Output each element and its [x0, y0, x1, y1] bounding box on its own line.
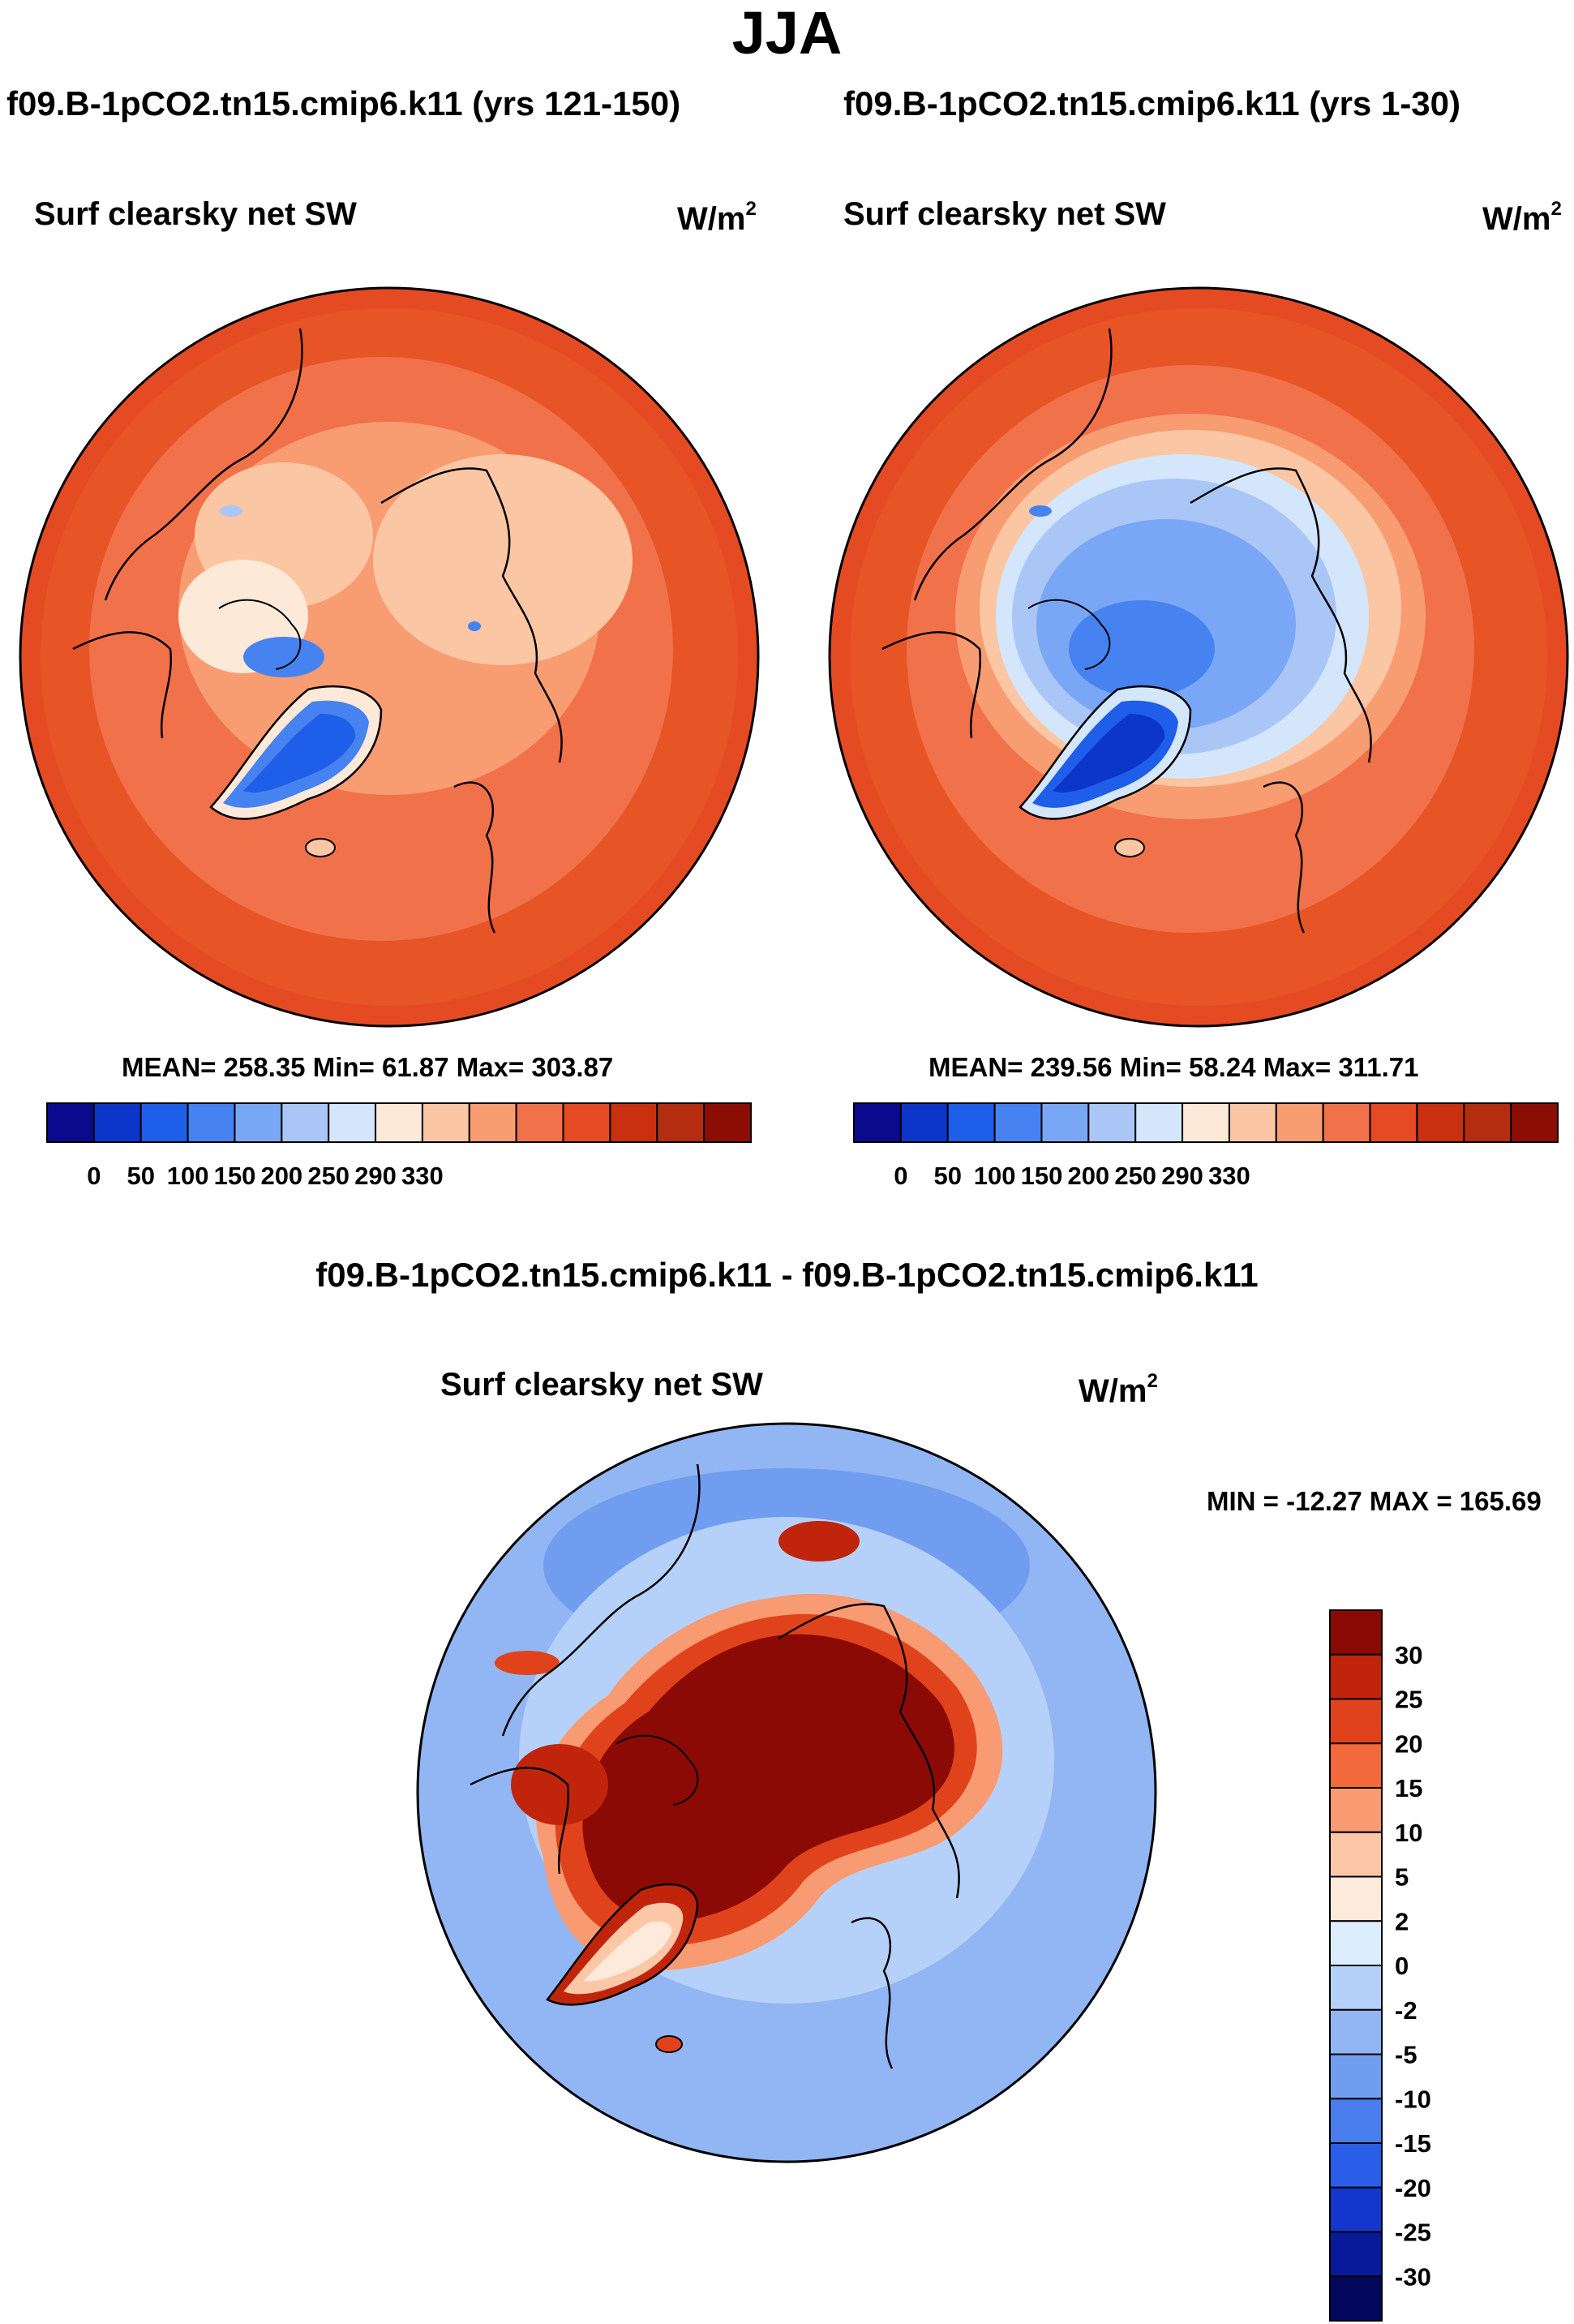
diff-colorbar-box	[1329, 1653, 1383, 1700]
right-colorbar-tick-label: 250	[1114, 1162, 1156, 1190]
right-colorbar-box	[1228, 1102, 1277, 1143]
left-colorbar-box	[468, 1102, 517, 1143]
right-colorbar-tick-label: 50	[933, 1162, 961, 1190]
right-colorbar-tick-label: 0	[894, 1162, 907, 1190]
right-colorbar-tick-label: 290	[1161, 1162, 1203, 1190]
right-colorbar-box	[1510, 1102, 1559, 1143]
right-colorbar-box	[853, 1102, 902, 1143]
diff-colorbar-box	[1329, 1965, 1383, 2011]
right-colorbar-box	[1275, 1102, 1324, 1143]
right-colorbar-box	[1040, 1102, 1090, 1143]
left-colorbar-box	[92, 1102, 142, 1143]
right-colorbar-tick-label: 100	[974, 1162, 1016, 1190]
left-colorbar-box	[515, 1102, 564, 1143]
diff-polar-map	[416, 1422, 1157, 2163]
left-stats: MEAN= 258.35 Min= 61.87 Max= 303.87	[122, 1052, 614, 1082]
left-colorbar-box	[139, 1102, 189, 1143]
left-colorbar-box	[375, 1102, 423, 1143]
diff-colorbar-tick-label: -5	[1395, 2041, 1417, 2069]
left-colorbar-box	[328, 1102, 377, 1143]
left-colorbar-box	[656, 1102, 706, 1143]
diff-colorbar-box	[1329, 2186, 1383, 2233]
diff-colorbar-box	[1329, 2008, 1383, 2056]
left-colorbar-box	[609, 1102, 658, 1143]
right-colorbar-tick-label: 200	[1067, 1162, 1109, 1190]
diff-colorbar-tick-label: 15	[1395, 1774, 1422, 1802]
left-colorbar-box	[46, 1102, 95, 1143]
figure-title: JJA	[731, 0, 843, 67]
diff-colorbar-tick-label: -30	[1395, 2262, 1431, 2291]
right-colorbar-box	[1463, 1102, 1512, 1143]
left-colorbar-box	[421, 1102, 470, 1143]
right-colorbar-box	[946, 1102, 996, 1143]
diff-colorbar-box	[1329, 1831, 1383, 1878]
diff-colorbar-box	[1329, 2053, 1383, 2100]
diff-colorbar-box	[1329, 1875, 1383, 1922]
diff-colorbar-box	[1329, 2275, 1383, 2322]
left-colorbar-tick-label: 290	[354, 1162, 397, 1190]
right-units-label: W/m2	[1482, 198, 1562, 237]
diff-units-label: W/m2	[1079, 1370, 1158, 1409]
diff-stats: MIN = -12.27 MAX = 165.69	[1207, 1486, 1542, 1516]
right-colorbar-box	[899, 1102, 949, 1143]
diff-colorbar-box	[1329, 2142, 1383, 2189]
right-colorbar-box	[1182, 1102, 1230, 1143]
left-colorbar-tick-label: 50	[127, 1162, 154, 1190]
diff-colorbar-tick-label: -20	[1395, 2174, 1431, 2202]
diff-variable-label: Surf clearsky net SW	[440, 1367, 763, 1403]
diff-colorbar-tick-label: 25	[1395, 1686, 1422, 1714]
diff-colorbar-tick-label: 2	[1395, 1907, 1409, 1935]
left-colorbar: 0 50 100 150 200 250 290 330	[46, 1102, 753, 1190]
left-colorbar-tick-label: 100	[167, 1162, 209, 1190]
left-units-label: W/m2	[677, 198, 757, 237]
left-colorbar-tick-label: 250	[307, 1162, 350, 1190]
left-case-title: f09.B-1pCO2.tn15.cmip6.k11 (yrs 121-150)	[6, 84, 681, 122]
diff-colorbar-tick-label: 30	[1395, 1641, 1422, 1669]
right-colorbar-box	[1322, 1102, 1371, 1143]
left-colorbar-box	[703, 1102, 753, 1143]
diff-colorbar-box	[1329, 2098, 1383, 2144]
right-polar-map	[828, 286, 1569, 1028]
diff-case-title: f09.B-1pCO2.tn15.cmip6.k11 - f09.B-1pCO2…	[315, 1256, 1259, 1294]
left-colorbar-tick-label: 330	[401, 1162, 444, 1190]
right-colorbar-box	[1087, 1102, 1137, 1143]
right-colorbar-box	[1416, 1102, 1465, 1143]
left-colorbar-box	[234, 1102, 283, 1143]
diff-colorbar-box	[1329, 1609, 1383, 1656]
diff-colorbar-tick-label: -15	[1395, 2129, 1431, 2158]
diff-colorbar-box	[1329, 1698, 1383, 1745]
right-variable-label: Surf clearsky net SW	[843, 196, 1166, 232]
diff-colorbar-box	[1329, 1787, 1383, 1833]
diff-colorbar-tick-label: 10	[1395, 1819, 1422, 1847]
left-colorbar-box	[187, 1102, 236, 1143]
left-colorbar-box	[562, 1102, 611, 1143]
right-colorbar-box	[1369, 1102, 1418, 1143]
left-colorbar-tick-label: 150	[214, 1162, 256, 1190]
diff-colorbar-tick-label: 20	[1395, 1729, 1422, 1758]
right-colorbar-box	[993, 1102, 1043, 1143]
right-colorbar-tick-label: 150	[1021, 1162, 1063, 1190]
right-colorbar-tick-label: 330	[1208, 1162, 1250, 1190]
diff-colorbar-tick-label: 5	[1395, 1863, 1409, 1892]
diff-colorbar-tick-label: 0	[1395, 1952, 1409, 1980]
left-colorbar-tick-label: 200	[260, 1162, 302, 1190]
diff-colorbar-tick-label: -2	[1395, 1996, 1417, 2025]
diff-colorbar-tick-label: -10	[1395, 2085, 1431, 2113]
right-colorbar: 0 50 100 150 200 250 290 330	[853, 1102, 1559, 1190]
right-colorbar-box	[1134, 1102, 1184, 1143]
diff-colorbar-box	[1329, 1742, 1383, 1789]
left-colorbar-tick-label: 0	[87, 1162, 101, 1190]
right-case-title: f09.B-1pCO2.tn15.cmip6.k11 (yrs 1-30)	[843, 84, 1461, 122]
left-colorbar-box	[281, 1102, 330, 1143]
right-stats: MEAN= 239.56 Min= 58.24 Max= 311.71	[929, 1052, 1419, 1082]
diff-colorbar-tick-label: -25	[1395, 2219, 1431, 2247]
diff-colorbar-box	[1329, 2231, 1383, 2278]
left-polar-map	[19, 286, 760, 1028]
left-variable-label: Surf clearsky net SW	[34, 196, 357, 232]
diff-colorbar-box	[1329, 1920, 1383, 1966]
